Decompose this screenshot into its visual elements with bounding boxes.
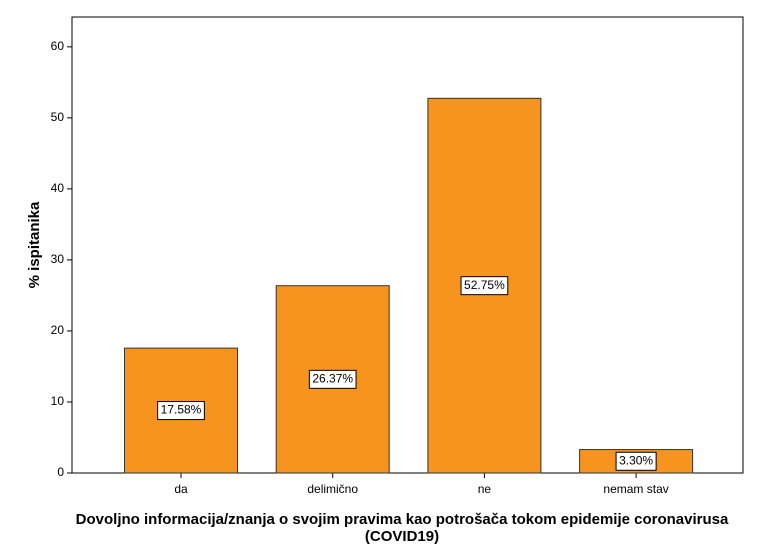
value-label-box	[157, 401, 205, 421]
value-label: 26.37%	[312, 372, 353, 386]
x-tick-label: ne	[478, 482, 492, 496]
value-label: 52.75%	[464, 278, 505, 292]
value-label: 17.58%	[161, 403, 202, 417]
y-tick-label: 40	[51, 181, 65, 195]
y-tick-label: 20	[51, 323, 65, 337]
y-tick-label: 60	[51, 39, 65, 53]
y-tick-label: 30	[51, 252, 65, 266]
y-tick-label: 50	[51, 110, 65, 124]
x-axis-label: Dovoljno informacija/znanja o svojim pra…	[75, 511, 729, 545]
value-label: 3.30%	[619, 453, 653, 467]
y-tick-label: 0	[57, 465, 64, 479]
x-tick-label: nemam stav	[603, 482, 668, 496]
value-label-box	[308, 369, 357, 389]
y-axis-label: % ispitanika	[26, 201, 43, 288]
plot-frame	[71, 16, 744, 474]
x-tick-label: delimično	[307, 482, 358, 496]
value-label-box	[615, 451, 657, 471]
x-tick-label: da	[174, 482, 188, 496]
value-label-box	[460, 276, 509, 296]
chart: % ispitanika 0 10 20 30 40 50 60 da 17.58% delimi…	[26, 16, 744, 496]
y-tick-label: 10	[51, 394, 65, 408]
